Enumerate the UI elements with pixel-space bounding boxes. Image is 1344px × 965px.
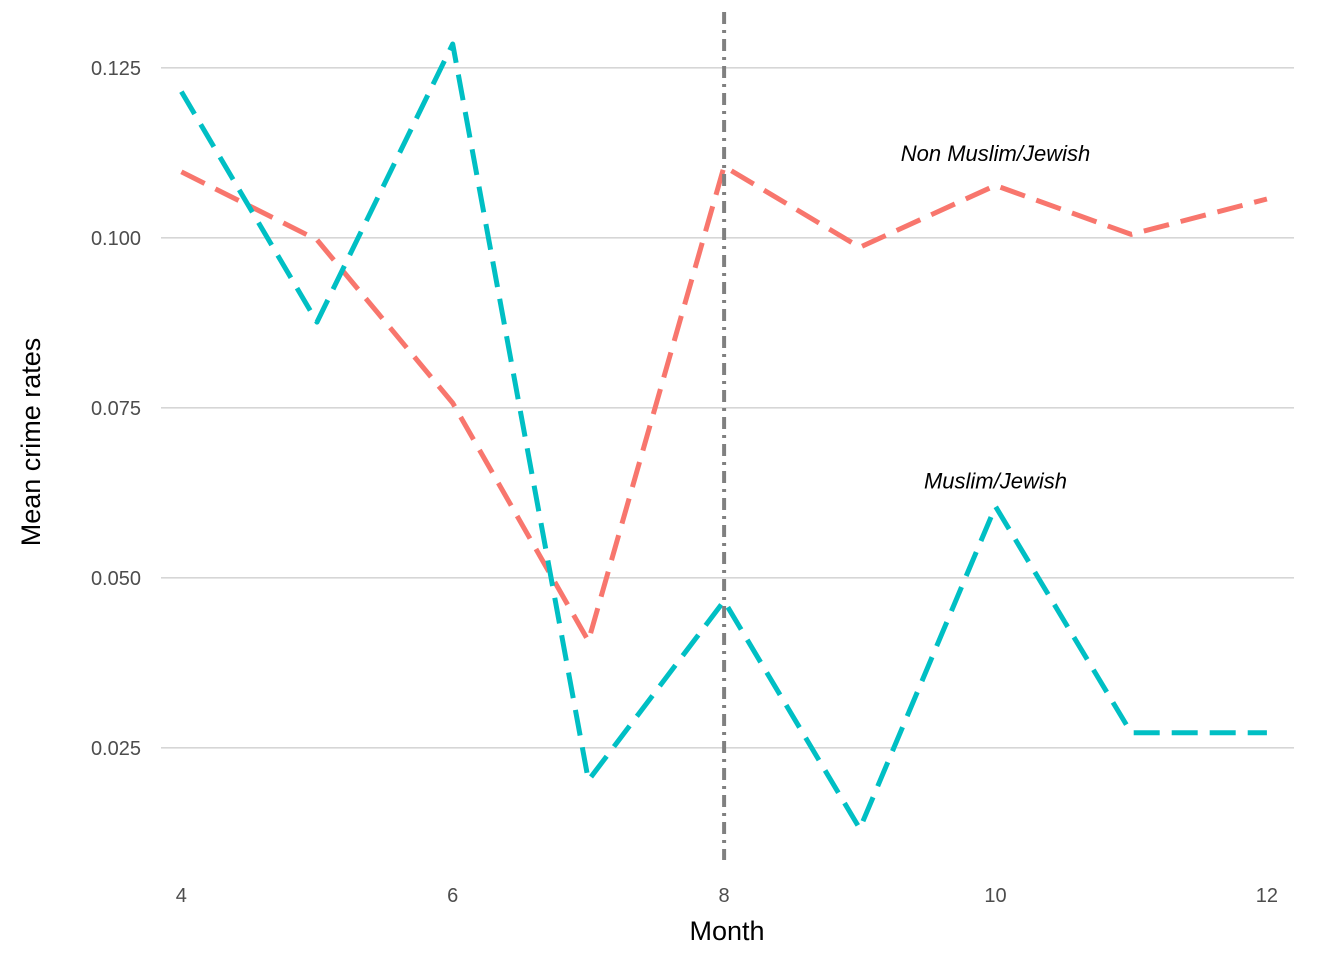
y-tick-label: 0.050 <box>91 568 141 590</box>
x-axis-title: Month <box>689 916 764 946</box>
y-axis-title: Mean crime rates <box>16 338 46 547</box>
y-tick-label: 0.025 <box>91 738 141 760</box>
y-tick-label: 0.075 <box>91 398 141 420</box>
y-tick-label: 0.125 <box>91 58 141 80</box>
x-tick-label: 6 <box>447 885 458 907</box>
series-annotation-2: Muslim/Jewish <box>924 469 1067 494</box>
x-tick-label: 10 <box>984 885 1006 907</box>
x-tick-label: 8 <box>719 885 730 907</box>
series-annotation-1: Non Muslim/Jewish <box>901 141 1091 166</box>
y-tick-label: 0.100 <box>91 228 141 250</box>
series-line-1 <box>180 163 1268 644</box>
series-line-2 <box>179 41 1267 832</box>
x-tick-label: 4 <box>176 885 187 907</box>
x-tick-label: 12 <box>1256 885 1278 907</box>
